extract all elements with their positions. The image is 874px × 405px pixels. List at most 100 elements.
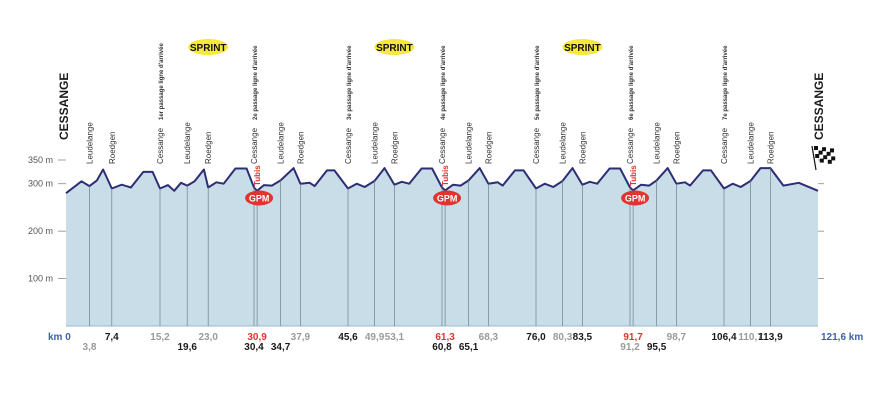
- flag-square: [831, 156, 836, 161]
- sprint-badge-shape: [188, 39, 229, 55]
- flag-square: [818, 150, 823, 155]
- marker-place-label: Cessange: [156, 127, 165, 164]
- marker-place-label: Cessange: [720, 127, 729, 164]
- marker-place-label: Roedgen: [390, 132, 399, 164]
- marker-place-label: Cessange: [438, 127, 447, 164]
- gpm-badge-shape: [433, 190, 462, 206]
- checkered-flag-icon: [811, 145, 836, 171]
- flag-square: [830, 148, 834, 153]
- marker-place-label: Cessange: [250, 127, 259, 164]
- marker-place-label: Cessange: [532, 127, 541, 164]
- km-label: 45,6: [338, 332, 358, 343]
- passage-label: 2e passage ligne d'arrivée: [253, 45, 259, 120]
- km-label: 7,4: [105, 332, 119, 343]
- start-town-text: CESSANGE: [57, 73, 71, 140]
- km-label: 91,7: [623, 332, 643, 343]
- marker-place-label: Tubis: [441, 165, 450, 186]
- marker-place-label: Leudelange: [559, 122, 568, 164]
- km-label: 110,7: [738, 332, 763, 343]
- profile-line: [65, 167, 819, 194]
- marker-place-label: Roedgen: [296, 132, 305, 164]
- gpm-badge: GPM: [245, 190, 274, 206]
- sprint-badge-label: SPRINT: [190, 43, 227, 54]
- sprint-badge-shape: [374, 39, 415, 55]
- sprint-badge: SPRINT: [374, 39, 415, 55]
- km-label: 3,8: [83, 342, 97, 353]
- km-label: 23,0: [198, 332, 218, 343]
- passage-label: 5e passage ligne d'arrivée: [535, 45, 541, 120]
- gpm-badge: GPM: [621, 190, 650, 206]
- finish-town-label: CESSANGE: [812, 73, 826, 140]
- flag-pole: [811, 145, 817, 171]
- km-label: 60,8: [432, 342, 452, 353]
- marker-place-label: Leudelange: [465, 122, 474, 164]
- altitude-label: 350 m: [28, 155, 53, 165]
- km-label: 80,3: [553, 332, 573, 343]
- flag-square: [826, 151, 831, 156]
- marker-place-label: Tubis: [629, 165, 638, 186]
- flag-square: [827, 159, 832, 164]
- passage-label: 1er passage ligne d'arrivée: [159, 43, 165, 120]
- km-label: 61,3: [435, 332, 455, 343]
- km-label: 98,7: [667, 332, 687, 343]
- km-end-label: 121,6 km: [821, 332, 863, 343]
- km-label: 68,3: [479, 332, 499, 343]
- km-label: 34,7: [271, 342, 291, 353]
- marker-place-label: Leudelange: [183, 122, 192, 164]
- km-label: 106,4: [711, 332, 736, 343]
- gpm-badge-shape: [621, 190, 650, 206]
- sprint-badge: SPRINT: [562, 39, 603, 55]
- km-label: 30,9: [247, 332, 267, 343]
- km-label: 83,5: [573, 332, 593, 343]
- passage-label: 6e passage ligne d'arrivée: [629, 45, 635, 120]
- sprint-badge-label: SPRINT: [376, 43, 413, 54]
- marker-place-label: Roedgen: [766, 132, 775, 164]
- km-label: 76,0: [526, 332, 546, 343]
- marker-place-label: Roedgen: [108, 132, 117, 164]
- altitude-label: 300 m: [28, 179, 53, 189]
- gpm-badge: GPM: [433, 190, 462, 206]
- sprint-badge-shape: [562, 39, 603, 55]
- gpm-badge-label: GPM: [437, 194, 458, 204]
- passage-label: 7e passage ligne d'arrivée: [723, 45, 729, 120]
- flag-square: [814, 146, 818, 150]
- km-label: 19,6: [177, 342, 197, 353]
- marker-place-label: Cessange: [344, 127, 353, 164]
- flag-square: [815, 154, 820, 158]
- sprint-badge-label: SPRINT: [564, 43, 601, 54]
- km-label: 15,2: [150, 332, 170, 343]
- marker-place-label: Roedgen: [672, 132, 681, 164]
- sprint-badge: SPRINT: [188, 39, 229, 55]
- km-label: 37,9: [291, 332, 311, 343]
- passage-label: 4e passage ligne d'arrivée: [441, 45, 447, 120]
- passage-label: 3e passage ligne d'arrivée: [347, 45, 353, 120]
- marker-place-label: Cessange: [626, 127, 635, 164]
- km-label: 95,5: [647, 342, 667, 353]
- marker-place-label: Leudelange: [86, 122, 95, 164]
- flag-square: [823, 155, 828, 160]
- altitude-label: 100 m: [28, 274, 53, 284]
- km-start-label: km 0: [48, 332, 71, 343]
- start-town-label: CESSANGE: [57, 73, 71, 140]
- flag-square: [822, 147, 826, 152]
- km-label: 49,9: [365, 332, 385, 343]
- gpm-badge-label: GPM: [249, 194, 270, 204]
- flag-square: [819, 158, 824, 163]
- marker-place-label: Leudelange: [371, 122, 380, 164]
- marker-place-label: Leudelange: [747, 122, 756, 164]
- marker-place-label: Leudelange: [653, 122, 662, 164]
- marker-place-label: Roedgen: [484, 132, 493, 164]
- km-label: 91,2: [620, 342, 640, 353]
- marker-place-label: Leudelange: [277, 122, 286, 164]
- marker-place-label: Roedgen: [204, 132, 213, 164]
- gpm-badge-shape: [245, 190, 274, 206]
- km-label: 53,1: [385, 332, 405, 343]
- altitude-label: 200 m: [28, 226, 53, 236]
- km-label: 113,9: [758, 332, 783, 343]
- km-label: 30,4: [244, 342, 264, 353]
- marker-place-label: Roedgen: [578, 132, 587, 164]
- finish-town-text: CESSANGE: [812, 73, 826, 140]
- km-label: 65,1: [459, 342, 479, 353]
